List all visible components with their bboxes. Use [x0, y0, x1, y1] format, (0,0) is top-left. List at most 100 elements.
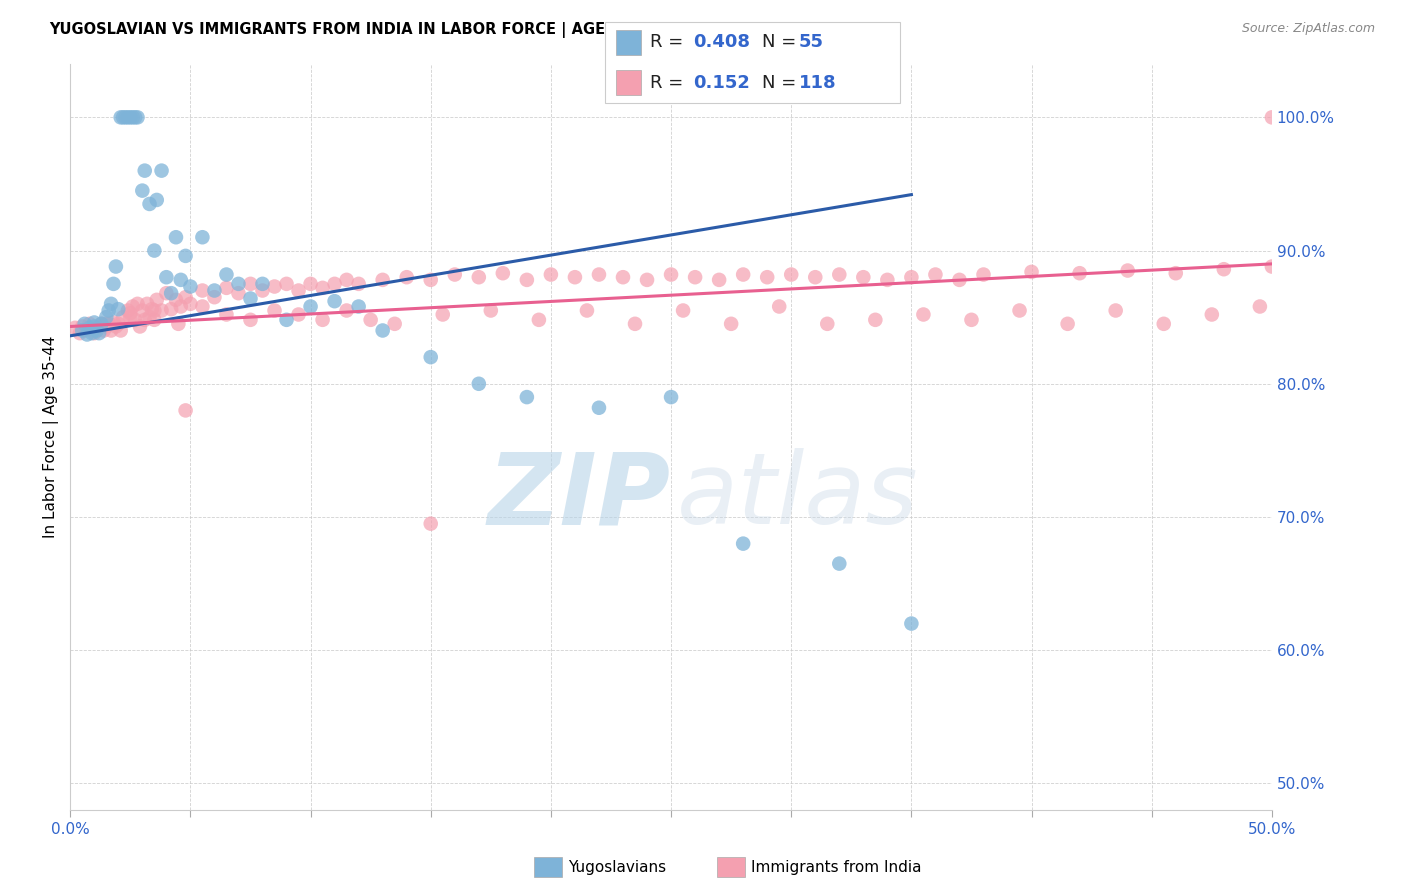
Point: [104, 319, 127, 334]
Point: [624, 317, 647, 331]
Point: [191, 300, 214, 314]
Point: [564, 270, 586, 285]
Point: [96, 310, 118, 325]
Point: [239, 292, 262, 306]
Y-axis label: In Labor Force | Age 35-44: In Labor Force | Age 35-44: [44, 336, 59, 538]
Point: [174, 403, 197, 417]
Point: [179, 297, 201, 311]
Point: [865, 313, 887, 327]
Point: [1164, 266, 1187, 280]
Point: [1201, 308, 1223, 322]
Point: [612, 270, 634, 285]
Point: [145, 193, 167, 207]
Point: [100, 324, 122, 338]
Point: [876, 273, 898, 287]
Point: [121, 300, 143, 314]
Point: [252, 277, 274, 291]
Text: R =: R =: [650, 33, 689, 52]
Point: [360, 313, 382, 327]
Point: [63, 321, 86, 335]
Point: [143, 313, 166, 327]
Point: [121, 111, 143, 125]
Point: [1021, 265, 1043, 279]
Point: [112, 111, 135, 125]
Point: [228, 286, 250, 301]
Point: [299, 277, 322, 291]
Text: Immigrants from India: Immigrants from India: [751, 860, 921, 874]
Point: [191, 230, 214, 244]
Point: [138, 197, 160, 211]
Point: [112, 310, 135, 325]
Point: [828, 557, 851, 571]
Point: [167, 317, 190, 331]
Point: [97, 317, 120, 331]
Point: [239, 277, 262, 291]
Point: [76, 327, 98, 342]
Point: [155, 270, 177, 285]
Point: [804, 270, 827, 285]
Point: [215, 308, 238, 322]
Point: [124, 111, 146, 125]
Point: [323, 294, 346, 309]
Point: [252, 284, 274, 298]
Point: [120, 111, 142, 125]
Text: 118: 118: [799, 73, 837, 92]
Point: [756, 270, 779, 285]
Point: [96, 319, 118, 334]
Point: [1008, 303, 1031, 318]
Point: [1153, 317, 1175, 331]
Text: 0.152: 0.152: [693, 73, 749, 92]
Point: [83, 316, 105, 330]
Point: [948, 273, 970, 287]
Point: [141, 302, 163, 317]
Point: [1249, 300, 1271, 314]
Point: [815, 317, 838, 331]
Point: [900, 616, 922, 631]
Point: [90, 317, 112, 331]
Point: [347, 277, 370, 291]
Point: [129, 319, 152, 334]
Text: N =: N =: [762, 33, 801, 52]
Point: [120, 310, 142, 325]
Point: [311, 281, 333, 295]
Point: [419, 273, 441, 287]
Point: [110, 111, 132, 125]
Point: [83, 324, 105, 338]
Point: [395, 270, 418, 285]
Point: [103, 316, 125, 330]
Point: [419, 350, 441, 364]
Point: [127, 111, 149, 125]
Point: [73, 324, 96, 338]
Point: [83, 319, 105, 334]
Point: [79, 321, 101, 335]
Point: [443, 268, 465, 282]
Point: [83, 326, 105, 340]
Point: [672, 303, 695, 318]
Point: [170, 273, 193, 287]
Point: [143, 244, 166, 258]
Point: [287, 284, 309, 298]
Point: [239, 313, 262, 327]
Point: [204, 284, 226, 298]
Point: [299, 300, 322, 314]
Point: [93, 324, 115, 338]
Point: [87, 326, 110, 340]
Point: [215, 268, 238, 282]
Point: [384, 317, 406, 331]
Point: [73, 317, 96, 331]
Point: [110, 324, 132, 338]
Point: [540, 268, 562, 282]
Point: [912, 308, 935, 322]
Point: [852, 270, 875, 285]
Point: [263, 303, 285, 318]
Point: [104, 260, 127, 274]
Point: [1261, 260, 1284, 274]
Text: atlas: atlas: [678, 449, 918, 545]
Point: [143, 303, 166, 318]
Point: [69, 326, 91, 340]
Point: [155, 286, 177, 301]
Point: [86, 324, 108, 338]
Point: [336, 303, 359, 318]
Point: [575, 303, 598, 318]
Text: Source: ZipAtlas.com: Source: ZipAtlas.com: [1241, 22, 1375, 36]
